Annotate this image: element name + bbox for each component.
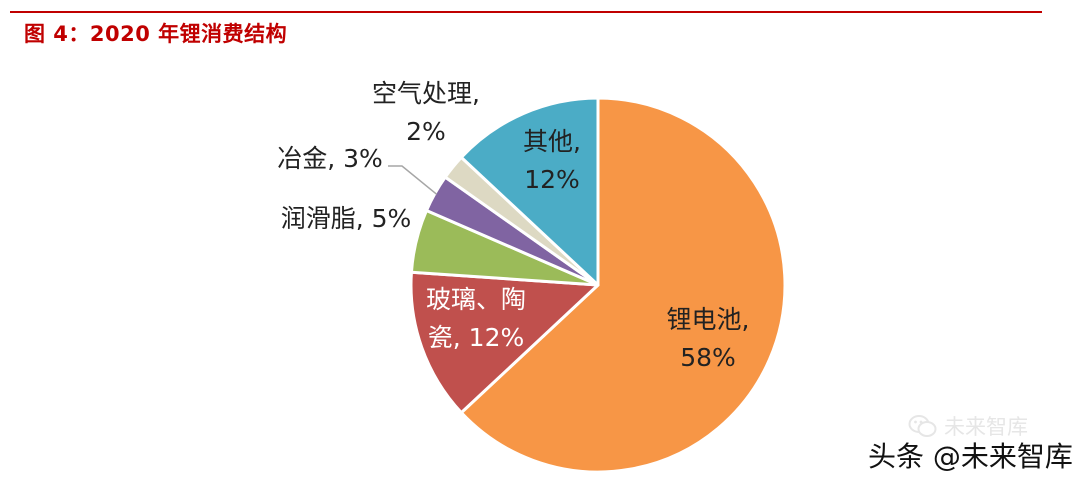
slice-label-3-line-1: 润滑脂, 5% [281,204,412,233]
slice-label-1-line-1: 锂电池, [667,305,750,334]
slice-label-5-line-2: 2% [406,117,446,146]
wechat-icon [908,415,937,437]
watermark-big: 头条 @未来智库 [868,440,1073,473]
leader-line-4 [388,165,438,195]
watermark-small-text: 未来智库 [944,415,1028,439]
pie-slice-1 [459,96,787,474]
slice-label-5-line-1: 空气处理, [372,79,480,108]
pie-slice-6 [459,96,600,287]
pie-slice-2 [409,270,600,415]
slice-label-6-line-2: 12% [524,165,580,194]
slice-label-4-line-1: 冶金, 3% [277,144,383,173]
figure-title: 图 4：2020 年锂消费结构 [24,22,288,46]
slice-label-2-line-2: 瓷, 12% [428,323,524,352]
watermark-small: 未来智库 [908,412,1028,440]
slice-label-1-line-2: 58% [680,343,736,372]
slice-label-6-line-1: 其他, [523,127,581,156]
slice-label-2-line-1: 玻璃、陶 [426,285,526,314]
title-rule [10,11,1042,13]
